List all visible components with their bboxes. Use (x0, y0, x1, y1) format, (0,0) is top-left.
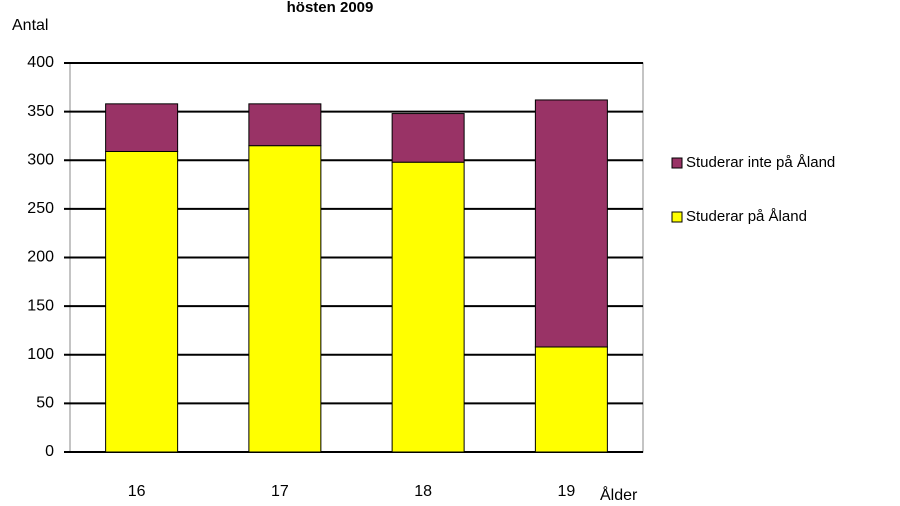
legend-label: Studerar inte på Åland (686, 154, 835, 171)
x-tick-label: 18 (414, 483, 432, 500)
bar-segment (248, 103, 322, 147)
bar-segment (534, 346, 608, 453)
y-tick-label: 300 (27, 151, 54, 168)
y-tick-label: 100 (27, 346, 54, 363)
bar-segment (105, 150, 179, 453)
y-tick-label: 200 (27, 249, 54, 266)
chart-title: hösten 2009 (287, 0, 374, 16)
y-tick-label: 350 (27, 103, 54, 120)
x-tick-label: 16 (128, 483, 146, 500)
y-axis-label: Antal (12, 17, 48, 34)
bar-segment (534, 99, 608, 348)
x-tick-label: 19 (557, 483, 575, 500)
y-tick-label: 50 (36, 395, 54, 412)
y-tick-label: 400 (27, 54, 54, 71)
bar-segment (391, 161, 465, 453)
bar-segment (105, 103, 179, 152)
legend-label: Studerar på Åland (686, 208, 807, 225)
bar-segment (391, 113, 465, 163)
legend-swatch (671, 211, 683, 223)
x-axis-label: Ålder (600, 485, 638, 504)
y-tick-label: 250 (27, 200, 54, 217)
x-tick-label: 17 (271, 483, 289, 500)
bar-segment (248, 145, 322, 453)
legend-swatch (671, 157, 683, 169)
y-tick-label: 0 (45, 443, 54, 460)
y-tick-label: 150 (27, 297, 54, 314)
